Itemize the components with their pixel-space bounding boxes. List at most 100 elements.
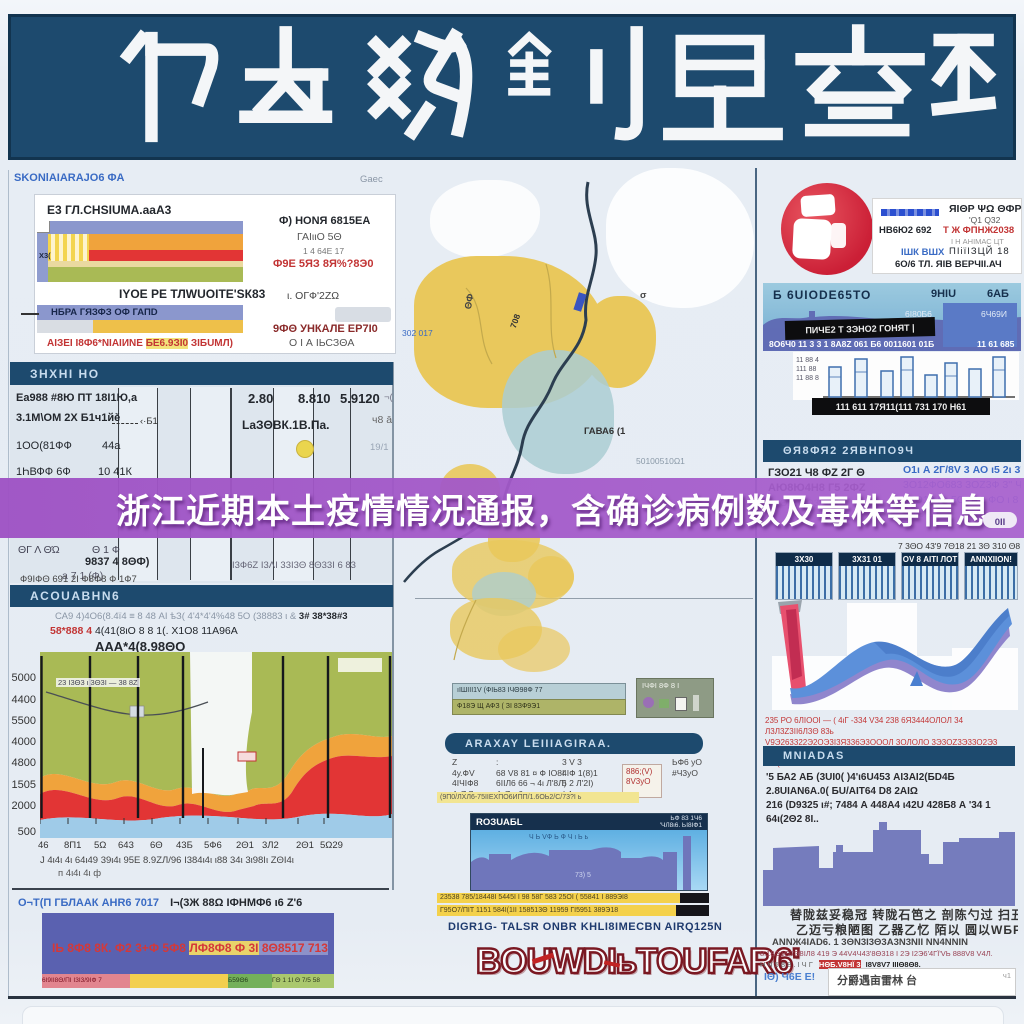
strip-seg-yellow	[130, 974, 228, 988]
right-col-right-1: О1ι А 2Г/8V 3 АО ι5 2ι 3'0ι 38. ¬Ч8	[903, 464, 1021, 476]
left-top-note-right: Gaec	[360, 174, 383, 185]
area-xtick: 3Л2	[262, 840, 279, 851]
mini-panel-2: 3X31 01	[838, 552, 896, 600]
mini-panel-2-body	[839, 566, 895, 599]
mid-highlight-line: (9П0/ЛХЛ6-75IIЕХПО6ИПП/1.6ОЬ2/С/73?I ь	[437, 792, 639, 803]
mid-skyline-silhouette	[471, 836, 691, 890]
area-intro-2a: 58*888 4	[50, 625, 93, 637]
strip-seg-green: Б59Θ6	[228, 974, 272, 988]
map-legend-strip-1: ıIШIII1V (ФIЬ83 IЧΘ98Ф 77	[452, 683, 626, 700]
map-legend-side-title: IЧФI 8Ф 8 I	[642, 681, 680, 690]
red-badge-shape-2	[791, 218, 833, 260]
map-road-line	[403, 181, 598, 661]
map-yellow-below-2	[498, 626, 570, 672]
banner-chip: 0II	[983, 512, 1017, 528]
card2-line-5a: IШК ВШХ	[901, 247, 945, 258]
mini-panel-2-header: 3X31 01	[839, 553, 895, 566]
gantt-row2-label: 3.1М\ОМ 2Х Б1ч1йě	[16, 412, 121, 424]
banner2-sub-1: 6I80Б6	[905, 309, 932, 319]
right-body-text: '5 БА2 АБ (3UI0( )4'ι6U453 АI3АI2(БD4Б 2…	[766, 772, 991, 825]
right-row-a: 8.18Э1Θ7Э8IЛ8 419 Э 44V4Ч43'8Θ318 I 2Э I…	[760, 949, 993, 958]
bar2-gray-block	[37, 320, 93, 333]
section-header-right-2: MNIADAS	[763, 746, 1015, 766]
province-map: 302 017 708 ГАВА6 (1 50100510Ω1 ΘФ σ	[396, 168, 754, 672]
banner2-number-2: 6АБ	[987, 288, 1009, 300]
mid-skyline-chart: RОЗUАБL ЬФ 83 1Ч6 'ЧЛ8ι6. ЬI8IФ1 Ч Ь VФ …	[470, 813, 708, 891]
card-right-line-3: 1 4 64Е 17	[303, 246, 345, 256]
legend-dot-green	[659, 699, 669, 708]
indigo-text-a: IЬ 8Ф8 8К. Ф2 3+Ф 5Ф8	[52, 941, 190, 955]
mid-stamp-box: 886;(V) 8V3уО	[622, 764, 662, 798]
banner2-title: Б 6UIОDЕ65ТО	[773, 288, 872, 302]
right-col-left-1: ГЗО21 Ч8 ФZ 2Г Θ	[768, 467, 865, 479]
gantt-axis-labels: Ф9IФΘ 691 2I Ф8Ф8 Ф 1Ф7	[20, 574, 137, 585]
card2-line-4: I Н АНIМАС ЦТ	[951, 237, 1004, 246]
card-title: E3 ГЛ.CHSIUМA.ааA3	[47, 203, 172, 217]
right-white-box-text: 分爵遇亩雷林 台	[837, 975, 918, 987]
indigo-bottom-strip: 6I9II8Θ/ПI I3I3/9IФ 7 Б59Θ6 ГΘ 1 1I Θ 7/…	[42, 974, 334, 988]
area-intro-2b: 4(41(8ιО 8 8 1(. Х1О8 11А96А	[94, 625, 238, 637]
map-label-4: 50100510Ω1	[636, 456, 685, 466]
area-caption-2: п 4ι4ι 4ι ф	[58, 868, 102, 879]
mid-yellow-row-2-end	[676, 905, 709, 916]
mini-panel-4-header: АNNХIIОN!	[965, 553, 1017, 566]
section-header-middle-label: ARAXAY LEIIIAGIRAA.	[465, 737, 612, 750]
map-mark-2: σ	[640, 290, 647, 301]
headline-banner: 浙江近期本土疫情情况通报，含确诊病例数及毒株等信息	[0, 478, 1024, 538]
map-white-blob-2	[606, 168, 754, 308]
mini-panel-4-body	[965, 566, 1017, 599]
area-caption-1: J 4ι4ι 4ι 64ι49 39ι4ι 95Е 8.9ZЛ/96 I384ι…	[40, 855, 294, 866]
area-xtick: 46	[38, 840, 49, 851]
ribbon-trend-chart	[772, 600, 1018, 710]
gantt-row3-label: 1ОО(81ФФ	[16, 440, 72, 452]
bar2-caption-a: АIЗЕI I8Ф6*NIАIИNЕ	[47, 338, 143, 349]
section-header-gantt: ЗНХНI НО	[10, 362, 393, 385]
gantt-far-2: ч8 ā	[372, 414, 393, 426]
right-row-b: Н Ч 5 8 8 . I Ч Г НΘБ.V8НЇ 3 I8V8V7 IIIΘ…	[760, 960, 1018, 969]
mini-panel-3-header: ОV 8 АIТI ЛОТ	[902, 553, 958, 566]
mini-panel-3-body	[902, 566, 958, 599]
area-ylabel: 5500	[11, 715, 36, 727]
banner2-numbers-row: 8О6Ч0 11 3 3 1 8А8Z 061 Б6 0011601 01Б	[769, 339, 935, 349]
indigo-text-b: ЛФ8Ф8 Ф 3I	[189, 941, 259, 955]
bar1-notch	[37, 221, 50, 233]
gantt-mid-label: LаЗΘВК.1В.Па.	[242, 418, 330, 432]
page-header	[8, 14, 1016, 160]
card-right-line-2: ГАIιιО 5Θ	[297, 231, 342, 243]
card2-line-6: 6О/6 ТЛ. ЯIВ ВЕРЧII.АЧ	[895, 259, 1002, 270]
banner2-number-1: 9НIU	[931, 288, 957, 300]
section-header-right-1-label: ΘЯ8ФЯ2 2ЯВНПО9Ч	[783, 445, 915, 457]
towers-black-label: 111 611 17Я11(111 731 170 Н61	[835, 401, 967, 412]
area-xtick: 5Ω29	[320, 840, 343, 851]
bar2-caption: АIЗЕI I8Ф6*NIАIИNЕ БЕ6.9ЗI0 ЗIБUМЛ)	[47, 338, 233, 349]
footer-note-dark: I¬(3Ж 88Ω IФНМФ6 ι6 Z'6	[170, 897, 303, 909]
gantt-dash-arrow	[112, 423, 138, 424]
mini-panel-2-label: 3X31 01	[852, 555, 882, 564]
area-ylabel: 5000	[11, 672, 36, 684]
red-badge-shape-1	[800, 193, 836, 218]
gantt-row5-value: Θ 1 Ф	[92, 544, 120, 556]
gantt-bottom-label-1: 9837 4 8ΘФ)	[85, 556, 150, 568]
right-white-box: 分爵遇亩雷林 台 ч1	[828, 968, 1016, 996]
gantt-number-1: 2.80	[248, 391, 274, 406]
area-intro-1a: СА9 4)4О6(8.4ï4 ≡ 8 48 АI ѣЗ( 4'4*4'4%48…	[55, 611, 297, 622]
card-row2-title: IYОЕ РЕ ТЛWUОIТЕ'SК83	[119, 287, 266, 301]
card2-line-1: ЯIΘР ΨΩ ΘФР	[949, 203, 1022, 215]
legend-dot-purple	[643, 697, 654, 708]
map-legend-1-label: ıIШIII1V (ФIЬ83 IЧΘ98Ф 77	[457, 687, 543, 694]
area-xtick: 43Б	[176, 840, 193, 851]
strip-seg-green-label: Б59Θ6	[228, 977, 249, 984]
right-sky-text-1: 替陇兹妥稳冠 转陇石笆之 剖陈勺过 扫丑	[790, 908, 1018, 922]
mid-big-title: BOUWDIьTOUFAR6'	[475, 941, 802, 983]
section-header-gantt-label: ЗНХНI НО	[30, 366, 100, 381]
mid-yellow-row-1-end	[680, 893, 709, 903]
mid-yellow-row-1-label: 23538 785/18448I 5445I I 98 58Г 583 25ОI…	[440, 894, 628, 901]
indigo-text-c: 8Θ8517 713 ЬIФ	[258, 941, 328, 955]
area-xtick: 2Θ1	[296, 840, 314, 851]
mini-panel-3-label: ОV 8 АIТI ЛОТ	[902, 555, 958, 564]
area-xtick: 6Θ	[150, 840, 163, 851]
mid-chart-inner-mid: 73) 5	[575, 872, 591, 879]
gantt-bottom-label-2: а 7 1 (Ф)	[62, 570, 104, 582]
bar1-periwinkle	[37, 221, 243, 234]
